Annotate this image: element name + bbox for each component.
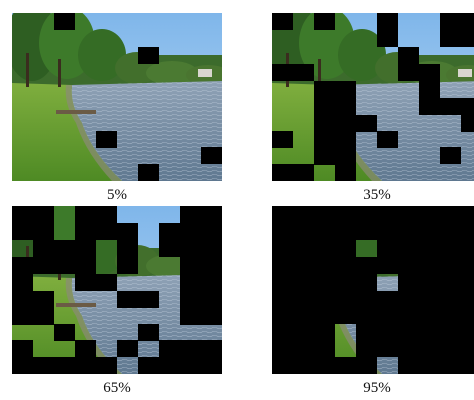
panel-caption: 35% [363,187,391,203]
panel-caption: 5% [107,187,127,203]
image-panel-95-percent [272,206,474,374]
occlusion-mask [272,13,474,181]
image-panel-65-percent [12,206,222,374]
occlusion-mask [54,13,222,181]
occlusion-mask [272,206,474,374]
image-panel-35-percent [272,13,474,181]
panel-caption: 95% [363,380,391,396]
occlusion-mask [12,206,222,374]
panel-caption: 65% [103,380,131,396]
image-panel-5-percent [12,13,222,181]
